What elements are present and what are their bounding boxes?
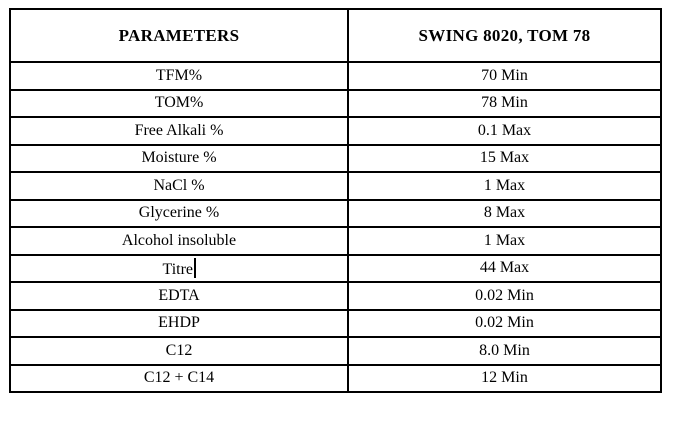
value-label: 0.02 Min bbox=[475, 314, 534, 332]
value-cell[interactable]: 12 Min bbox=[347, 363, 662, 393]
parameter-label: Moisture % bbox=[141, 149, 217, 167]
table-row: TFM% 70 Min bbox=[9, 61, 662, 91]
parameter-label: EDTA bbox=[158, 286, 200, 304]
value-label: 0.1 Max bbox=[477, 121, 532, 139]
parameter-cell[interactable]: Titre bbox=[9, 253, 349, 283]
parameter-cell[interactable]: EDTA bbox=[9, 281, 349, 311]
parameter-label: TOM% bbox=[154, 94, 204, 112]
value-cell[interactable]: 70 Min bbox=[347, 61, 662, 91]
table-row: EDTA 0.02 Min bbox=[9, 281, 662, 311]
value-label: 8.0 Min bbox=[479, 341, 530, 359]
table-row: C12 8.0 Min bbox=[9, 336, 662, 366]
table-row: Alcohol insoluble 1 Max bbox=[9, 226, 662, 256]
value-label: 12 Min bbox=[481, 369, 528, 387]
value-cell[interactable]: 1 Max bbox=[347, 226, 662, 256]
parameter-label: Free Alkali % bbox=[134, 121, 224, 139]
spec-table: PARAMETERS SWING 8020, TOM 78 TFM% 70 Min… bbox=[9, 8, 662, 393]
parameter-label: C12 bbox=[165, 341, 193, 359]
parameter-cell[interactable]: TOM% bbox=[9, 88, 349, 118]
table-row: NaCl % 1 Max bbox=[9, 171, 662, 201]
value-cell[interactable]: 78 Min bbox=[347, 88, 662, 118]
value-label: 0.02 Min bbox=[475, 286, 534, 304]
parameter-label: NaCl % bbox=[153, 176, 205, 194]
parameter-cell[interactable]: Alcohol insoluble bbox=[9, 226, 349, 256]
value-label: 78 Min bbox=[481, 94, 528, 112]
parameter-cell[interactable]: Free Alkali % bbox=[9, 116, 349, 146]
parameter-cell[interactable]: EHDP bbox=[9, 308, 349, 338]
column-header-product[interactable]: SWING 8020, TOM 78 bbox=[347, 8, 662, 63]
value-label: 1 Max bbox=[483, 176, 526, 194]
parameter-label: C12 + C14 bbox=[143, 369, 215, 387]
value-label: 15 Max bbox=[479, 149, 530, 167]
column-header-parameters[interactable]: PARAMETERS bbox=[9, 8, 349, 63]
parameter-cell[interactable]: C12 + C14 bbox=[9, 363, 349, 393]
value-cell[interactable]: 0.02 Min bbox=[347, 308, 662, 338]
value-cell[interactable]: 1 Max bbox=[347, 171, 662, 201]
parameter-label: Titre bbox=[162, 260, 194, 278]
parameter-label: Alcohol insoluble bbox=[121, 231, 237, 249]
parameter-label: EHDP bbox=[158, 314, 200, 332]
parameter-cell[interactable]: C12 bbox=[9, 336, 349, 366]
parameter-cell[interactable]: NaCl % bbox=[9, 171, 349, 201]
table-row: Glycerine % 8 Max bbox=[9, 198, 662, 228]
table-row: Free Alkali % 0.1 Max bbox=[9, 116, 662, 146]
table-row: Titre 44 Max bbox=[9, 253, 662, 283]
value-cell[interactable]: 8 Max bbox=[347, 198, 662, 228]
text-cursor bbox=[194, 257, 196, 278]
parameter-cell[interactable]: Glycerine % bbox=[9, 198, 349, 228]
table-row: C12 + C14 12 Min bbox=[9, 363, 662, 393]
parameter-label: Glycerine % bbox=[138, 204, 220, 222]
value-label: 8 Max bbox=[483, 204, 526, 222]
value-label: 70 Min bbox=[481, 66, 528, 84]
parameter-label: TFM% bbox=[155, 66, 203, 84]
table-header-row: PARAMETERS SWING 8020, TOM 78 bbox=[9, 8, 662, 63]
value-cell[interactable]: 15 Max bbox=[347, 143, 662, 173]
table-row: TOM% 78 Min bbox=[9, 88, 662, 118]
table-head: PARAMETERS SWING 8020, TOM 78 bbox=[9, 8, 662, 63]
value-label: 1 Max bbox=[483, 231, 526, 249]
value-cell[interactable]: 0.1 Max bbox=[347, 116, 662, 146]
table-body: TFM% 70 Min TOM% 78 Min Free Alkali % 0.1 Max… bbox=[9, 61, 662, 393]
value-label: 44 Max bbox=[479, 259, 530, 277]
value-cell[interactable]: 44 Max bbox=[347, 253, 662, 283]
parameter-cell[interactable]: TFM% bbox=[9, 61, 349, 91]
value-cell[interactable]: 0.02 Min bbox=[347, 281, 662, 311]
table-row: Moisture % 15 Max bbox=[9, 143, 662, 173]
parameter-cell[interactable]: Moisture % bbox=[9, 143, 349, 173]
value-cell[interactable]: 8.0 Min bbox=[347, 336, 662, 366]
table-row: EHDP 0.02 Min bbox=[9, 308, 662, 338]
